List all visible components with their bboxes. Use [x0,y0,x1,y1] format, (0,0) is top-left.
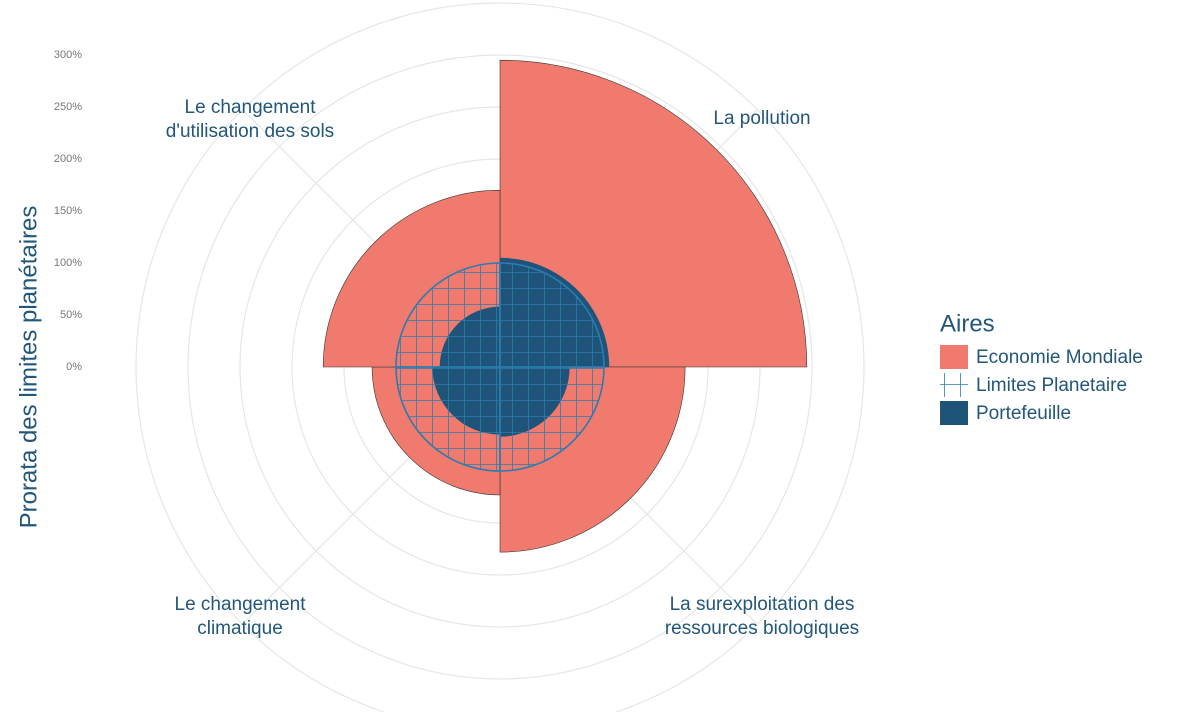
y-tick-label: 250% [54,101,82,113]
legend-title: Aires [940,310,995,337]
category-label: Le changement d'utilisation des sols [165,97,335,142]
y-tick-label: 0% [66,361,82,373]
legend-label: Portefeuille [976,403,1071,424]
limit-wedge [499,262,605,368]
category-label: Le changement climatique [174,594,306,639]
legend-swatch [940,373,968,397]
y-tick-label: 300% [54,49,82,61]
legend-swatch [940,345,968,369]
y-tick-label: 50% [60,309,82,321]
y-axis-title: Prorata des limites planétaires [15,206,42,529]
y-tick-label: 200% [54,153,82,165]
legend-swatch [940,401,968,425]
grid-circle [187,54,813,680]
grid-outer [135,2,865,712]
limit-wedge [499,366,605,472]
legend-label: Economie Mondiale [976,347,1143,368]
limit-wedge [395,366,501,472]
y-tick-label: 100% [54,257,82,269]
y-tick-label: 150% [54,205,82,217]
limit-wedge [395,262,501,368]
category-label: La pollution [713,108,811,129]
legend-label: Limites Planetaire [976,375,1127,396]
category-label: La surexploitation des ressources biolog… [664,594,860,639]
